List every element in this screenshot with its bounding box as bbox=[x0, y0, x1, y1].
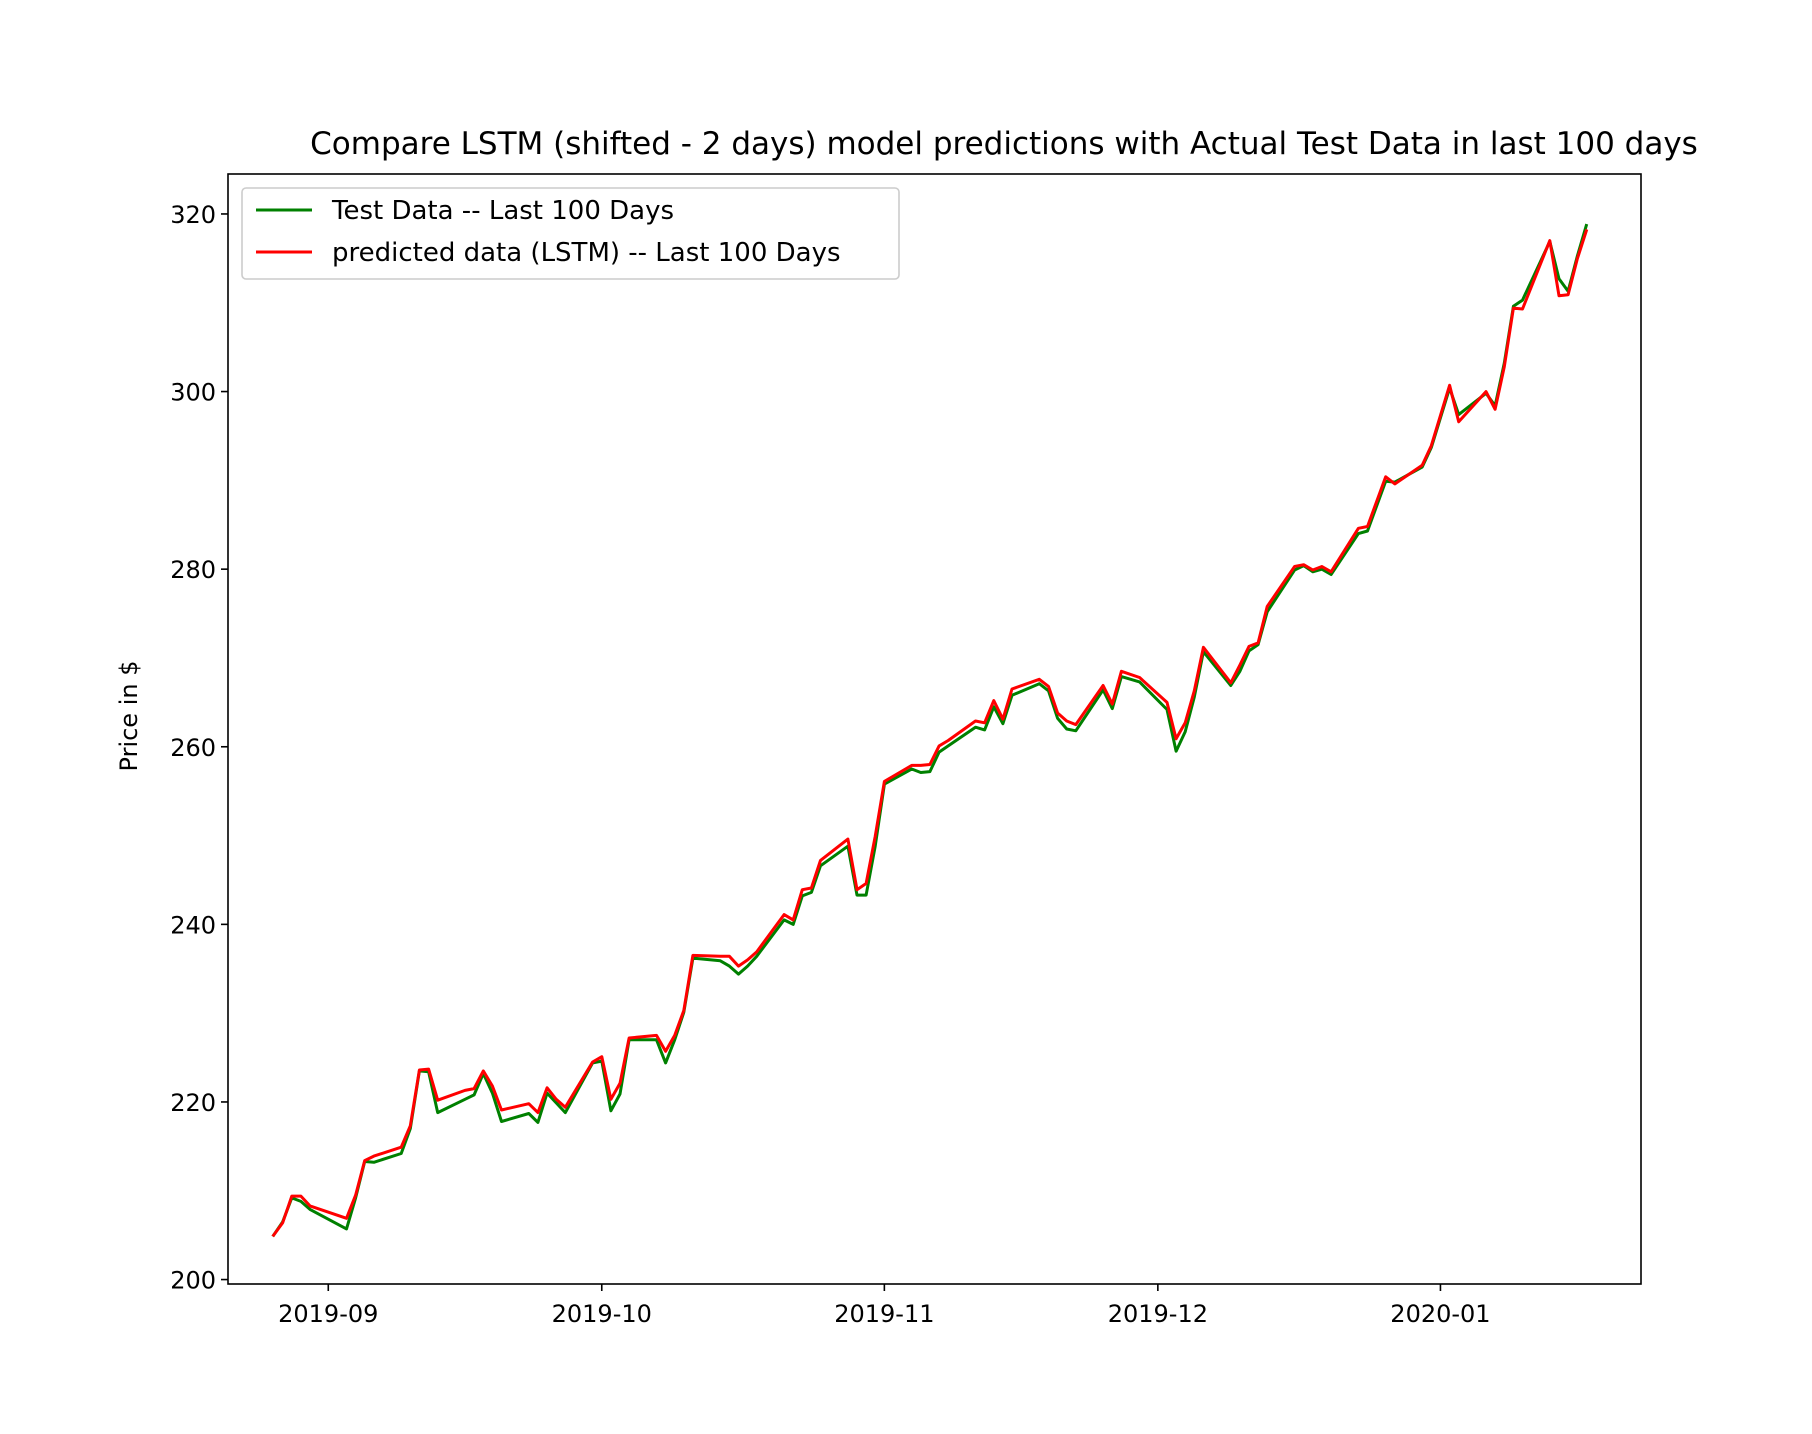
series-line-predicted bbox=[271, 228, 1589, 1238]
axis-ticks: 200 220 240 260 280 300 320 2019-09 2019-10 2019-… bbox=[170, 201, 1490, 1328]
plot-frame bbox=[227, 173, 1642, 1285]
x-tick-label: 2019-09 bbox=[278, 1300, 378, 1328]
x-tick-label: 2019-11 bbox=[834, 1300, 934, 1328]
x-tick-label: 2019-12 bbox=[1108, 1300, 1208, 1328]
x-tick-label: 2019-10 bbox=[552, 1300, 652, 1328]
legend-label-predicted: predicted data (LSTM) -- Last 100 Days bbox=[332, 238, 841, 268]
legend: Test Data -- Last 100 Days predicted dat… bbox=[241, 187, 900, 280]
y-tick-label: 220 bbox=[170, 1089, 216, 1117]
x-tick-label: 2020-01 bbox=[1390, 1300, 1490, 1328]
y-axis-label: Price in $ bbox=[115, 661, 143, 772]
y-tick-label: 260 bbox=[170, 734, 216, 762]
chart-title: Compare LSTM (shifted - 2 days) model pr… bbox=[310, 126, 1698, 162]
y-tick-label: 280 bbox=[170, 556, 216, 584]
y-tick-label: 240 bbox=[170, 911, 216, 939]
series-line-test bbox=[271, 223, 1589, 1238]
legend-label-test: Test Data -- Last 100 Days bbox=[331, 196, 674, 226]
y-tick-label: 320 bbox=[170, 201, 216, 229]
y-tick-label: 300 bbox=[170, 379, 216, 407]
plot-lines bbox=[271, 223, 1589, 1238]
legend-box bbox=[241, 187, 900, 280]
y-tick-label: 200 bbox=[170, 1267, 216, 1295]
